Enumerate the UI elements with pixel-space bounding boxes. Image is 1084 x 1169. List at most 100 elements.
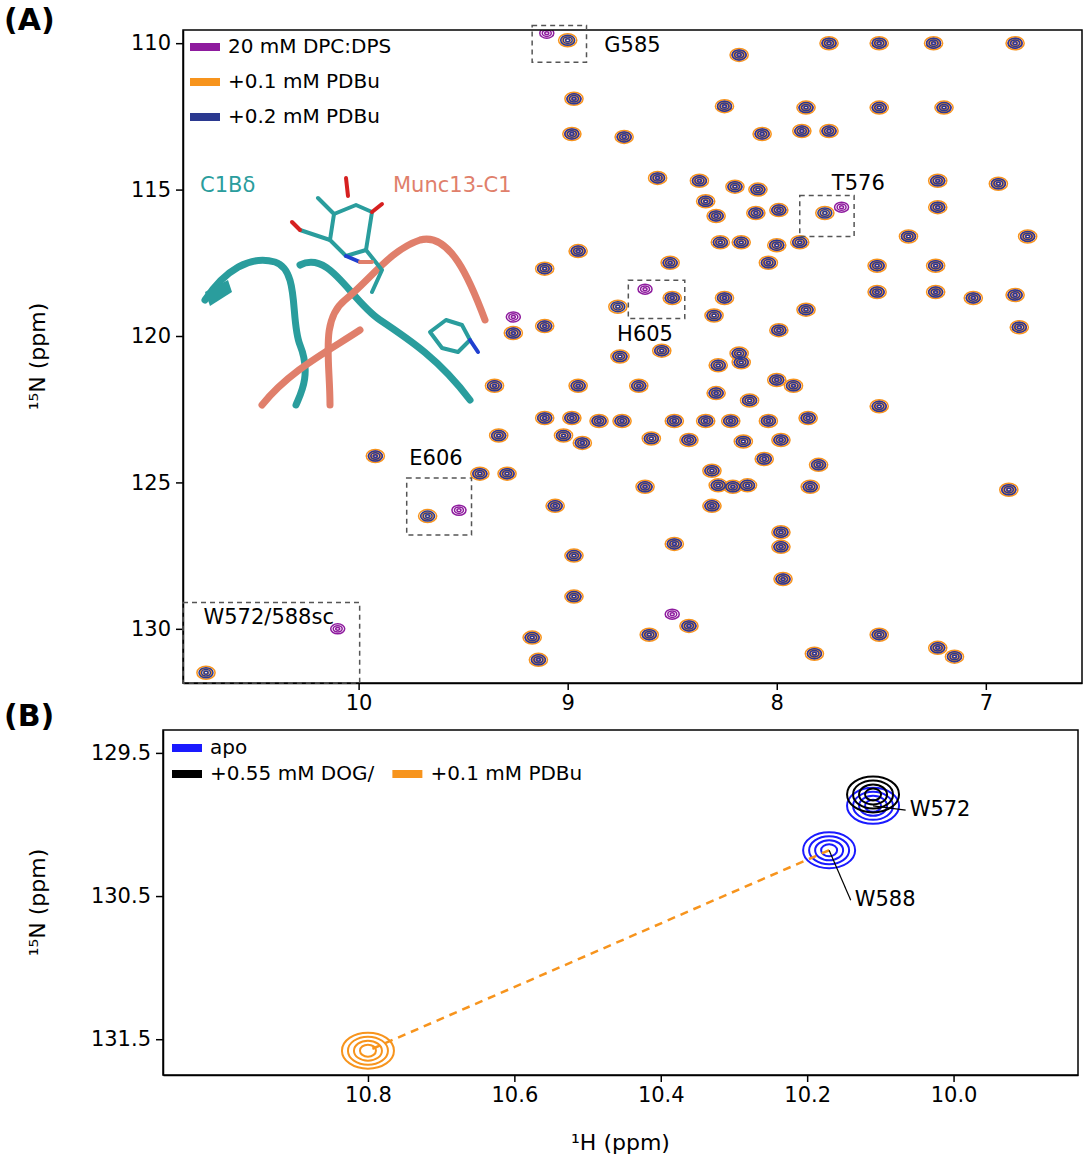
peak-contour xyxy=(1003,486,1015,494)
peak-contour xyxy=(572,247,584,255)
peak-contour xyxy=(964,291,982,304)
peak-contour xyxy=(615,353,624,359)
peak-contour xyxy=(492,431,506,441)
peak-contour xyxy=(934,291,938,294)
peak-contour xyxy=(804,308,808,311)
peak-contour xyxy=(709,388,723,398)
peak-contour xyxy=(559,432,568,438)
peak-contour xyxy=(554,429,572,442)
tick-mark xyxy=(807,1075,809,1082)
tick: 115 xyxy=(131,178,183,202)
peak-contour xyxy=(419,510,437,523)
peak-contour xyxy=(642,432,660,445)
peak-contour xyxy=(561,434,566,438)
peak-contour xyxy=(348,1037,388,1065)
peak-contour xyxy=(877,405,881,408)
peak-contour xyxy=(511,332,515,335)
peak-contour xyxy=(903,232,915,240)
peak-contour xyxy=(929,261,943,271)
peak-contour xyxy=(618,355,622,358)
peak-contour xyxy=(616,305,620,308)
peak-contour xyxy=(668,611,677,617)
peak-contour xyxy=(752,185,764,193)
peak-contour xyxy=(929,641,947,654)
peak-contour xyxy=(655,346,669,356)
peak-contour xyxy=(574,383,583,389)
peak-contour xyxy=(875,403,884,409)
peak-contour xyxy=(714,238,726,246)
peak-contour xyxy=(761,416,775,426)
peak-contour xyxy=(531,655,545,665)
peak-contour xyxy=(566,130,578,138)
peak-contour xyxy=(563,37,572,43)
peak-contour xyxy=(651,173,665,183)
peak-contour xyxy=(668,540,680,548)
peak-contour xyxy=(875,40,884,46)
tick-label: 9 xyxy=(562,691,575,715)
peak-contour xyxy=(716,484,720,487)
peak-contour xyxy=(716,363,721,367)
peak-contour xyxy=(494,432,503,438)
peak-contour xyxy=(947,652,961,662)
peak-contour xyxy=(870,400,888,413)
peak-contour xyxy=(772,325,786,335)
annotation: T576 xyxy=(831,171,885,195)
peak-contour xyxy=(770,324,788,337)
peak-contour xyxy=(872,401,886,411)
tick-mark xyxy=(567,683,569,690)
peak-contour xyxy=(614,352,626,360)
peak-contour xyxy=(877,405,881,408)
peak-contour xyxy=(779,545,783,548)
peak-contour xyxy=(565,413,579,423)
peak-contour xyxy=(557,431,571,441)
peak-contour xyxy=(569,245,587,258)
peak-contour xyxy=(924,37,942,50)
peak-contour xyxy=(682,435,696,445)
peak-contour xyxy=(530,636,534,639)
peak-contour xyxy=(655,176,660,180)
tick-mark xyxy=(661,1075,663,1082)
tick-mark xyxy=(176,43,183,45)
peak-contour xyxy=(645,631,654,637)
legend-swatch xyxy=(190,113,220,121)
peak-contour xyxy=(870,287,884,297)
legend-swatch xyxy=(172,744,202,752)
peak-contour xyxy=(774,527,788,537)
peak-series xyxy=(342,1033,394,1069)
peak-contour xyxy=(720,295,729,301)
peak-contour xyxy=(565,129,579,139)
peak-contour xyxy=(706,502,718,510)
peak-contour xyxy=(971,296,976,300)
peak-contour xyxy=(568,592,580,600)
peak-contour xyxy=(540,415,549,421)
peak-contour xyxy=(712,390,721,396)
peak-contour xyxy=(538,264,552,274)
peak-contour xyxy=(704,200,708,203)
peak-contour xyxy=(806,417,810,420)
peak-contour xyxy=(705,501,719,511)
peak-contour xyxy=(569,552,578,558)
peak-contour xyxy=(966,293,980,303)
peak-contour xyxy=(804,106,808,109)
peak-contour xyxy=(653,175,662,181)
peak-contour xyxy=(797,128,806,134)
peak-contour xyxy=(931,202,945,212)
peak-contour xyxy=(772,526,790,539)
peak-contour xyxy=(566,39,570,42)
peak-contour xyxy=(759,414,777,427)
peak-contour xyxy=(823,212,827,215)
peak-contour xyxy=(700,197,712,205)
peak-contour xyxy=(710,312,719,318)
peak-contour xyxy=(690,174,708,187)
peak-contour xyxy=(927,259,945,272)
peak-contour xyxy=(799,103,813,113)
peak-contour xyxy=(536,411,554,424)
inset-stick xyxy=(430,320,470,352)
peak-contour xyxy=(929,261,943,271)
peak-contour xyxy=(618,133,630,141)
peak-contour xyxy=(786,381,800,391)
peak-contour xyxy=(804,106,808,109)
peak-contour xyxy=(704,420,708,423)
peak-contour xyxy=(637,384,641,387)
peak-contour xyxy=(906,235,910,238)
